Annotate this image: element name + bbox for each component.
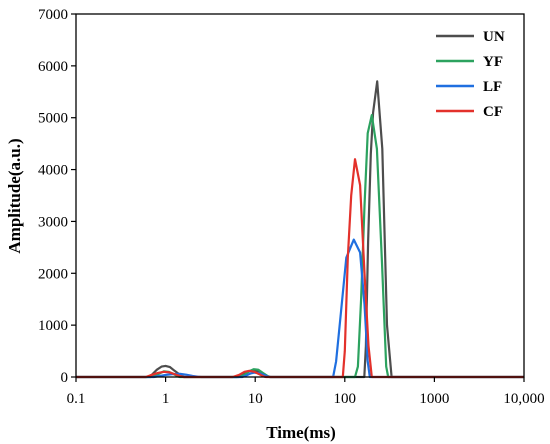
- series-layer: [76, 80, 524, 379]
- legend-label-un: UN: [483, 29, 505, 45]
- x-tick-label: 10: [248, 391, 263, 407]
- x-axis-title: Time(ms): [266, 423, 336, 442]
- y-tick-label: 6000: [38, 59, 68, 75]
- y-tick-label: 4000: [38, 163, 68, 179]
- axes-layer: [75, 13, 525, 378]
- series-line-lf: [76, 238, 524, 379]
- series-line-cf: [76, 158, 524, 379]
- x-tick-label: 1: [162, 391, 170, 407]
- legend-label-lf: LF: [483, 79, 502, 95]
- ticks-layer: 0.1 1 10 100 1000 10,000 0 1000 2000 3000 4000 5000…: [38, 7, 545, 407]
- x-tick-label: 100: [334, 391, 357, 407]
- x-tick-label: 1000: [419, 391, 449, 407]
- y-tick-label: 2000: [38, 266, 68, 282]
- series-line-yf: [76, 114, 524, 379]
- y-tick-label: 1000: [38, 318, 68, 334]
- series-line-un: [76, 80, 524, 379]
- legend-label-yf: YF: [483, 54, 503, 70]
- y-tick-label: 7000: [38, 7, 68, 23]
- y-tick-label: 5000: [38, 111, 68, 127]
- y-tick-label: 3000: [38, 214, 68, 230]
- y-tick-label: 0: [61, 370, 69, 386]
- x-tick-label: 0.1: [67, 391, 86, 407]
- plot-frame: [75, 13, 525, 378]
- legend: UN YF LF CF: [436, 29, 505, 120]
- legend-label-cf: CF: [483, 104, 503, 120]
- x-tick-label: 10,000: [503, 391, 544, 407]
- y-axis-title: Amplitude(a.u.): [5, 138, 24, 253]
